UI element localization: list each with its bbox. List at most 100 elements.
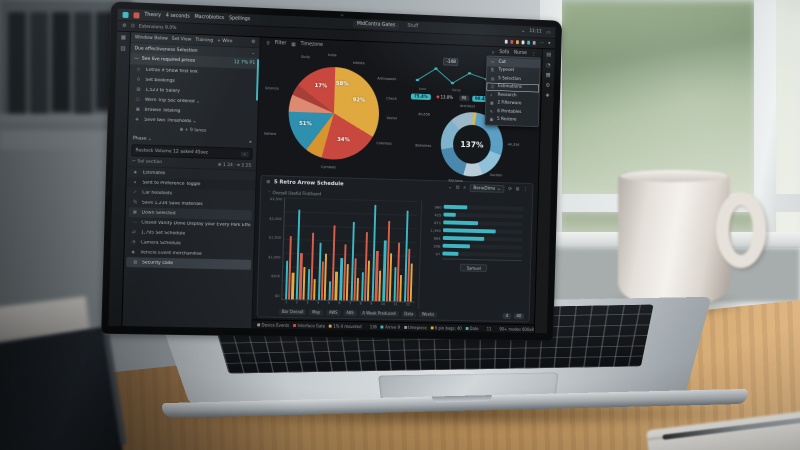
status-item[interactable]: 1% 4 mounted	[328, 323, 362, 329]
status-item[interactable]: 90+ modes 600x8,41x4p	[499, 326, 535, 332]
status-item[interactable]: Interface Gate	[293, 323, 325, 328]
bar	[377, 270, 381, 302]
status-dot-icon[interactable]	[504, 39, 509, 44]
filter-pill[interactable]: ABS	[343, 309, 357, 316]
hbar-row[interactable]: 97	[426, 249, 523, 259]
menu-item[interactable]: Macrobiotics	[194, 14, 225, 22]
status-dot-icon[interactable]	[521, 40, 525, 45]
sidebar-tab[interactable]: Window Below	[134, 34, 168, 42]
menu-item[interactable]: Theory	[144, 12, 161, 19]
x-tick-label: 10	[380, 302, 386, 307]
status-item[interactable]: Date	[465, 326, 479, 331]
bar-plot-area[interactable]	[281, 197, 418, 303]
sidebar: Window Below Set View Training + Wire ⚙ Due…	[122, 32, 261, 329]
bar-group	[306, 198, 318, 300]
status-icon	[380, 325, 384, 329]
toggle-button[interactable]: 4	[502, 312, 512, 319]
status-dot-icon[interactable]	[515, 40, 520, 44]
y-tick-label: $1,000	[268, 255, 281, 260]
rail-icon[interactable]: ▤	[546, 52, 552, 59]
hbar-label: 664	[433, 235, 441, 241]
filter-pill[interactable]: Weeks	[418, 311, 438, 318]
menu-item-icon: ▦	[489, 100, 494, 106]
legend-pill[interactable]: 75.4%	[411, 92, 431, 100]
grid-icon[interactable]: ⊞	[515, 186, 520, 192]
pie-panel: 17% 58% 92% 34% 51% Sicily India Infesta Arthro…	[257, 48, 411, 177]
pie-chart[interactable]	[287, 65, 381, 161]
grid-icon[interactable]: ▦	[291, 41, 296, 48]
filter-icon[interactable]: ⚲	[266, 40, 271, 47]
toggle-button[interactable]: 40	[513, 312, 525, 319]
status-item[interactable]: Device Events	[257, 322, 289, 327]
filter-pill[interactable]: AWS	[325, 309, 341, 316]
input-dropdown-icon[interactable]: ⌄	[240, 151, 249, 157]
pie-category-label: Cymbals	[320, 164, 336, 170]
menu-item[interactable]: Spellings	[229, 16, 251, 23]
table-icon[interactable]: ⊟	[455, 185, 460, 191]
window-pane-trees	[560, 0, 756, 196]
x-tick-label: 4	[317, 300, 320, 305]
menu-item[interactable]: 4 seconds	[165, 13, 190, 20]
item-icon: ◈	[135, 116, 139, 122]
pie-category-label: Science	[265, 86, 279, 91]
menu-item-icon: ▣	[489, 116, 494, 122]
gear-icon[interactable]: ⚙	[122, 22, 127, 30]
nurse-label[interactable]: Nurse	[513, 50, 527, 57]
rail-icon[interactable]: ▥	[120, 45, 126, 52]
kebab-menu-icon[interactable]: ⋮	[523, 187, 528, 193]
item-label: Extras if Show first link	[145, 67, 198, 75]
app-icon[interactable]	[122, 11, 129, 18]
gear-icon[interactable]: ⚙	[251, 39, 256, 46]
sidebar-item[interactable]: ▦ Security code	[126, 257, 252, 270]
status-item[interactable]: Arrive 9	[380, 324, 400, 329]
item-icon: ✓	[133, 189, 137, 195]
rail-icon[interactable]: ◈	[545, 92, 550, 99]
filter-pill[interactable]: Bar Overall	[278, 308, 307, 315]
record-icon[interactable]	[133, 11, 140, 19]
status-icon	[328, 324, 332, 328]
binder	[52, 12, 70, 112]
x-tick-label: 5	[327, 300, 330, 305]
search-icon[interactable]: ⌕	[463, 185, 466, 191]
status-icon	[403, 325, 407, 329]
panel-icon: ⊞	[266, 179, 271, 185]
sidebar-tab[interactable]: + Wire	[217, 38, 233, 44]
status-item[interactable]: timepiece	[403, 324, 427, 330]
rail-icon[interactable]: ◔	[546, 62, 551, 69]
red-dot-icon	[436, 95, 440, 99]
menu-item-icon: ✎	[489, 108, 494, 114]
filter-pill[interactable]: May	[309, 309, 324, 316]
search-icon[interactable]: ⌕	[491, 49, 495, 56]
rail-icon[interactable]: ⚙	[545, 82, 551, 89]
filter-pill[interactable]: Data	[401, 310, 417, 317]
chevron-down-icon[interactable]: ▾	[548, 40, 551, 47]
rail-icon[interactable]: ▦	[545, 72, 551, 79]
refresh-icon[interactable]: ⟳	[508, 186, 513, 192]
donut-category-label: 40,656	[418, 112, 431, 117]
timezone-label[interactable]: Timezone	[300, 42, 324, 48]
filter-pill[interactable]: A Week Produced	[359, 309, 399, 317]
collapse-icon[interactable]: ⌄	[448, 184, 453, 190]
status-dot-icon[interactable]	[532, 41, 537, 45]
status-item[interactable]: 136	[369, 323, 378, 329]
circle-icon[interactable]: ⊙	[130, 23, 135, 30]
status-item[interactable]: 11	[486, 325, 492, 331]
kebab-menu-icon[interactable]: ⋮	[531, 50, 537, 57]
sidebar-tab[interactable]: Set View	[171, 36, 192, 43]
donut-category-label: Architect	[459, 104, 476, 109]
status-dot-icon[interactable]	[510, 40, 514, 44]
window-title-tab[interactable]: MidContra Gates	[352, 20, 400, 30]
more-icon[interactable]: ⋯	[539, 40, 545, 47]
status-dot-icon[interactable]	[527, 40, 531, 45]
status-item[interactable]: 6 pix bags; 40	[430, 325, 462, 330]
benedims-select[interactable]: BeneDims ⌄	[469, 184, 505, 193]
hbar-button[interactable]: Samuel	[460, 263, 488, 273]
legend-pill[interactable]: 98	[458, 94, 470, 101]
filter-label[interactable]: Filter	[274, 41, 287, 47]
sidebar-tab[interactable]: Training	[195, 37, 214, 43]
window-title-tab-2[interactable]: Stuff	[407, 23, 419, 30]
context-menu-item[interactable]: ▣ 5 Restore	[489, 116, 517, 123]
legend-pill[interactable]: 13.8%	[433, 94, 456, 101]
sofa-label[interactable]: Sofa	[499, 50, 510, 56]
rail-icon[interactable]: ▦	[120, 34, 127, 41]
